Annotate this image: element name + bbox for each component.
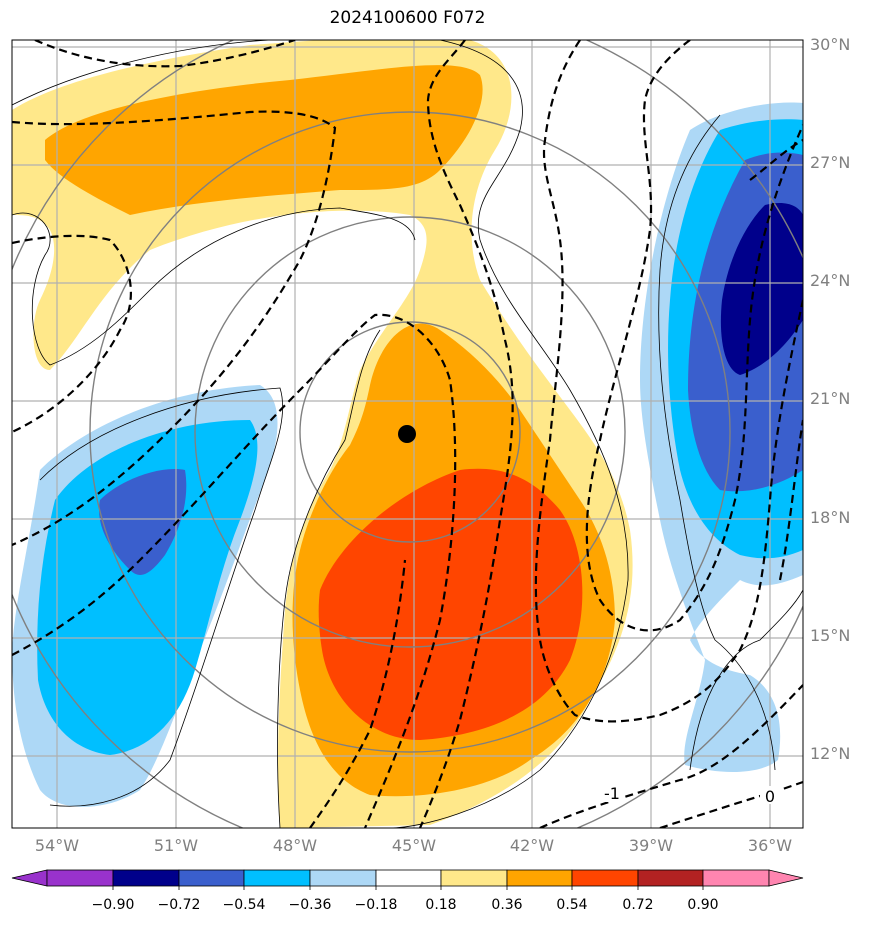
range-rings [12,40,803,828]
colorbar-tick-label: 0.36 [491,897,523,913]
lat-label-12n: 12°N [810,744,851,763]
thin-contours [12,40,803,828]
shade-orange-north [45,65,483,215]
colorbar-extend-right [768,869,804,887]
map-panel: -1 0 [12,40,803,828]
colorbar-extend-left [11,869,48,887]
lat-label-30n: 30°N [810,35,851,54]
colorbar-tick-label: −0.90 [91,897,135,913]
shade-cyan-west [37,420,258,755]
map-title: 2024100600 F072 [329,8,486,28]
map-frame [11,39,804,829]
colorbar-tick-label: 0.72 [622,897,654,913]
colorbar-tick-label: −0.72 [157,897,201,913]
colorbar-tick-label: 0.18 [425,897,457,913]
lat-label-15n: 15°N [810,626,851,645]
lon-label-39w: 39°W [628,836,674,855]
lon-label-45w: 45°W [391,836,437,855]
colorbar-tick-label: −0.54 [222,897,266,913]
colorbar-tick-label: 0.54 [556,897,588,913]
lon-label-42w: 42°W [509,836,555,855]
lon-label-36w: 36°W [747,836,793,855]
negative-shading [12,102,803,807]
lon-label-54w: 54°W [34,836,80,855]
storm-center-marker [398,425,416,443]
shade-red-center [318,468,583,740]
colorbar [11,869,804,890]
shade-blue-west [99,469,187,575]
contour-label-minus1: -1 [604,784,620,803]
lat-label-21n: 21°N [810,389,851,408]
colorbar-tick-label: −0.18 [354,897,398,913]
lat-label-18n: 18°N [810,508,851,527]
shade-navy-east [720,203,803,375]
contour-label-zero: 0 [765,787,775,806]
colorbar-tick-label: −0.36 [288,897,332,913]
lat-label-24n: 24°N [810,271,851,290]
positive-shading [12,40,633,828]
graticule [12,40,803,828]
lat-label-27n: 27°N [810,153,851,172]
lon-label-51w: 51°W [153,836,199,855]
lon-label-48w: 48°W [272,836,318,855]
colorbar-tick-label: 0.90 [687,897,719,913]
